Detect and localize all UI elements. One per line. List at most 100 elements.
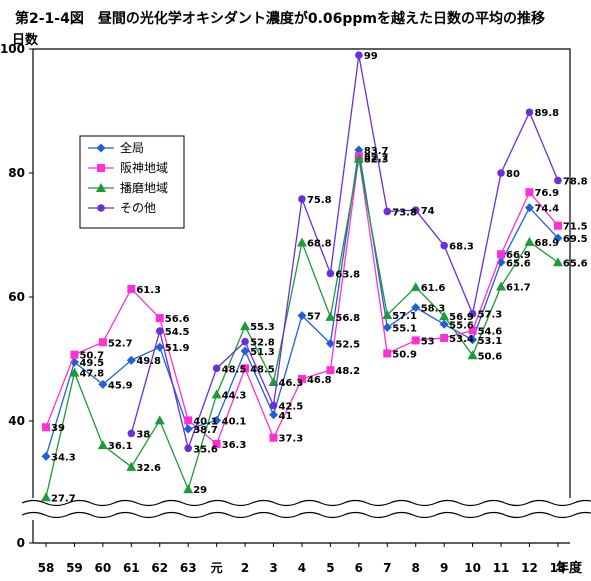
series-point-4: [440, 241, 448, 250]
data-label: 68.9: [534, 238, 559, 249]
series-point-3: [41, 492, 51, 502]
data-label: 73.8: [392, 207, 417, 218]
series-point-4: [554, 176, 562, 185]
series-line-4: [130, 55, 559, 451]
series-point-1: [212, 415, 222, 425]
data-label: 34.3: [51, 452, 76, 463]
x-tick-label: 11: [493, 561, 510, 575]
axis-break-line-lower: [21, 511, 591, 519]
data-label: 36.1: [108, 441, 133, 452]
series-point-2: [326, 366, 335, 375]
series-point-2: [297, 374, 306, 383]
series-point-3: [439, 311, 450, 321]
data-label: 39: [51, 423, 65, 434]
data-label: 74.4: [534, 204, 559, 215]
data-label: 45.9: [108, 380, 133, 391]
x-tick-label: 2: [241, 561, 249, 575]
data-label: 66.9: [506, 250, 531, 261]
x-tick-label: 10: [464, 561, 481, 575]
y-tick-label: 100: [0, 42, 25, 56]
series-point-4: [298, 195, 306, 203]
series-point-2: [411, 336, 420, 345]
data-label: 54.6: [478, 326, 503, 337]
series-point-4: [269, 401, 278, 410]
series-point-2: [241, 364, 250, 373]
x-tick-label: 6: [355, 561, 363, 575]
data-label: 50.6: [478, 351, 503, 362]
x-tick-label: 13: [550, 561, 567, 575]
data-label: 49.8: [136, 356, 161, 367]
data-label: 74: [421, 206, 435, 217]
series-point-2: [212, 439, 221, 448]
y-tick-label: 40: [8, 414, 25, 428]
series-point-3: [154, 415, 165, 425]
legend-marker-2: [97, 164, 105, 172]
series-point-1: [439, 319, 449, 329]
data-label: 48.5: [222, 364, 247, 375]
series-point-2: [269, 433, 278, 442]
data-label: 40.1: [222, 416, 247, 427]
series-point-3: [467, 350, 478, 360]
series-point-2: [468, 326, 477, 335]
data-label: 99: [364, 51, 378, 62]
series-point-3: [524, 236, 535, 246]
data-label: 56.8: [335, 313, 360, 324]
series-point-2: [440, 333, 449, 342]
legend-box: [79, 135, 185, 229]
series-point-4: [411, 206, 420, 214]
series-point-1: [468, 335, 478, 345]
data-label: 65.6: [563, 258, 588, 269]
data-label: 55.6: [449, 320, 474, 331]
data-label: 48.2: [335, 366, 360, 377]
plot-frame: [32, 48, 571, 500]
y-axis-title: 日数: [12, 32, 39, 48]
data-label: 42.5: [279, 402, 304, 413]
data-label: 50.9: [392, 349, 417, 360]
data-label: 56.9: [449, 312, 474, 323]
data-label: 68.8: [307, 238, 332, 249]
data-label: 49.5: [79, 358, 104, 369]
data-label: 89.8: [534, 108, 559, 119]
series-point-1: [269, 410, 279, 420]
x-tick-label: 59: [66, 561, 83, 575]
series-point-3: [410, 282, 421, 292]
data-label: 46.8: [307, 375, 332, 386]
data-label: 82.7: [364, 152, 389, 163]
data-label: 63.8: [335, 269, 360, 280]
series-point-1: [183, 424, 193, 434]
series-point-4: [184, 444, 192, 453]
x-axis-title: 年度: [556, 560, 583, 576]
legend-label-1: 全局: [120, 140, 144, 155]
data-label: 71.5: [563, 222, 588, 233]
data-label: 57: [307, 312, 321, 323]
series-point-1: [411, 303, 421, 313]
x-tick-label: 12: [521, 561, 538, 575]
series-point-2: [42, 423, 50, 432]
series-point-2: [155, 314, 164, 323]
series-point-1: [524, 203, 534, 213]
data-label: 52.7: [108, 338, 133, 349]
x-tick-label: 3: [269, 561, 277, 575]
data-label: 38: [136, 429, 150, 440]
series-point-2: [184, 416, 193, 425]
series-point-3: [552, 257, 563, 267]
legend-marker-4: [97, 204, 105, 212]
data-label: 52.8: [250, 338, 275, 349]
series-point-4: [155, 327, 164, 335]
series-point-1: [297, 311, 307, 321]
data-label: 65.6: [506, 258, 531, 269]
data-label: 55.3: [250, 322, 275, 333]
series-point-1: [553, 233, 563, 243]
legend-label-4: その他: [120, 201, 156, 215]
series-point-4: [355, 51, 363, 59]
data-label: 32.6: [136, 463, 161, 474]
series-point-2: [383, 349, 392, 358]
series-point-2: [98, 338, 107, 347]
series-point-4: [497, 169, 505, 177]
data-label: 36.3: [222, 440, 247, 451]
data-label: 40.1: [193, 416, 218, 427]
data-label: 53.1: [478, 336, 503, 347]
series-point-1: [240, 346, 250, 356]
data-label: 51.9: [165, 343, 190, 354]
series-point-3: [382, 309, 393, 319]
